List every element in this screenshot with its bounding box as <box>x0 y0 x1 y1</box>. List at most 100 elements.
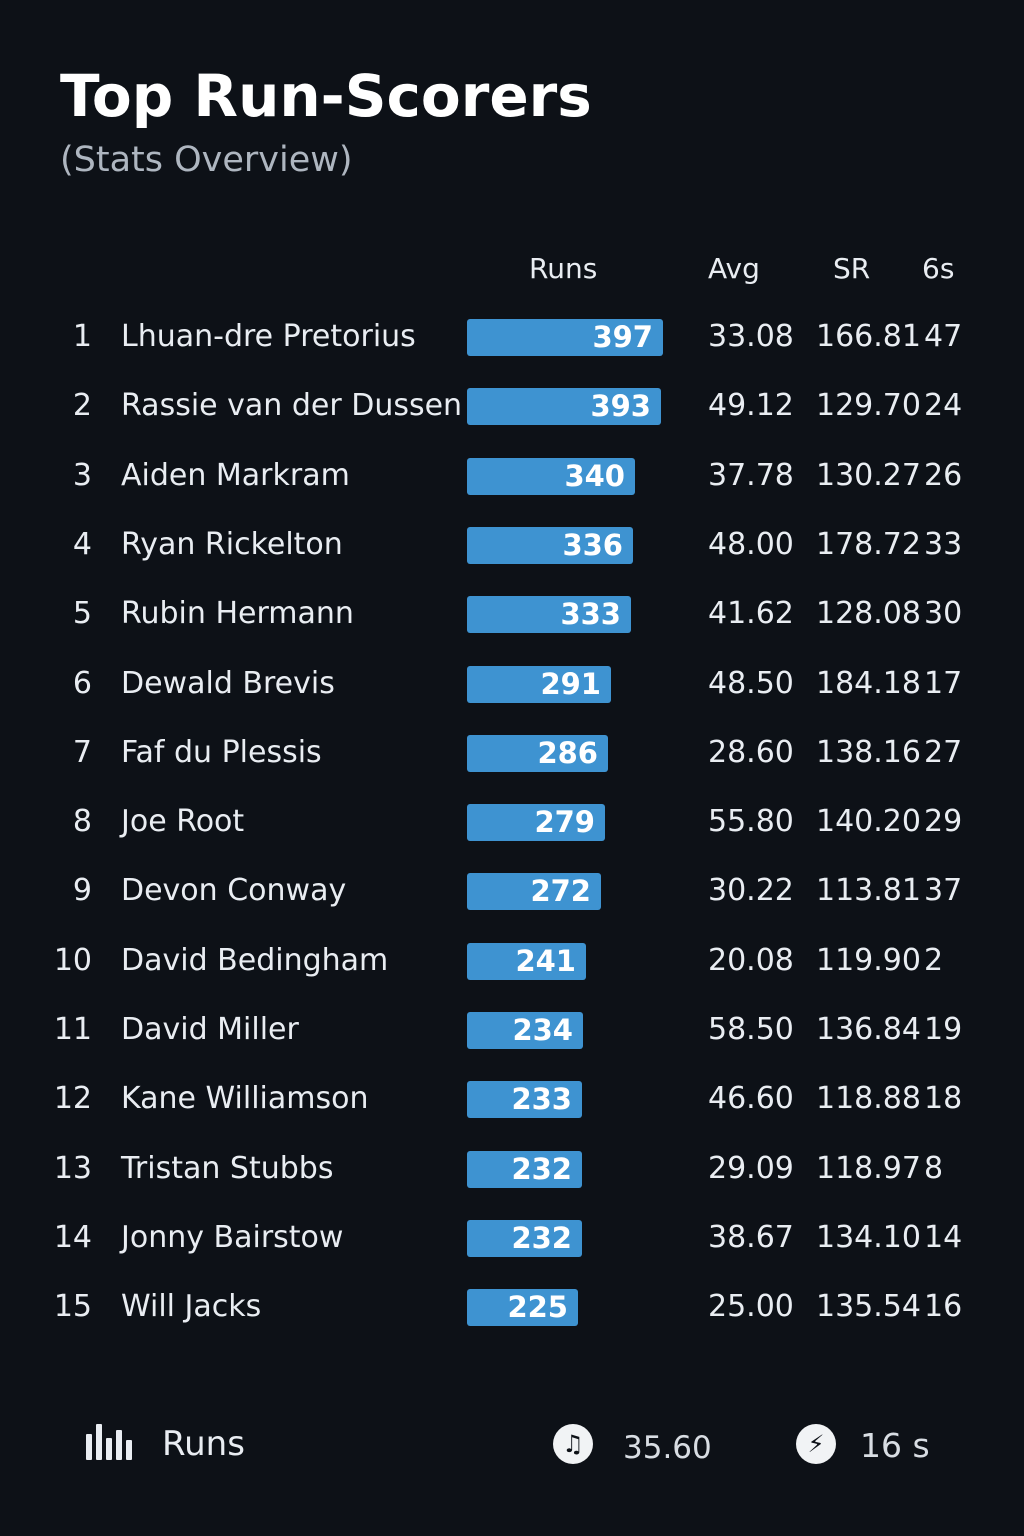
player-avg: 41.62 <box>708 596 794 632</box>
player-rank: 13 <box>53 1150 92 1186</box>
footer-sixes-value: 16 s <box>860 1426 930 1465</box>
player-avg: 29.09 <box>708 1150 794 1186</box>
player-rank: 2 <box>72 388 92 424</box>
player-name[interactable]: Rassie van der Dussen <box>121 388 463 424</box>
player-avg: 20.08 <box>708 942 794 978</box>
player-name[interactable]: Joe Root <box>121 804 245 840</box>
player-avg: 49.12 <box>708 388 794 424</box>
table-row[interactable]: 15 Will Jacks 225 25.00 135.54 16 <box>0 1287 1024 1327</box>
player-strike-rate: 118.88 <box>816 1081 921 1117</box>
player-name[interactable]: Ryan Rickelton <box>121 526 343 562</box>
table-row[interactable]: 1 Lhuan-dre Pretorius 397 33.08 166.81 47 <box>0 317 1024 357</box>
runs-bar: 336 <box>467 526 633 564</box>
player-rank: 5 <box>72 596 92 632</box>
player-name[interactable]: David Bedingham <box>121 942 389 978</box>
runs-value: 286 <box>537 735 598 770</box>
page-title: Top Run-Scorers <box>60 62 592 130</box>
table-row[interactable]: 6 Dewald Brevis 291 48.50 184.18 17 <box>0 664 1024 704</box>
player-rank: 12 <box>53 1081 92 1117</box>
player-rank: 4 <box>72 526 92 562</box>
page-subtitle: (Stats Overview) <box>60 140 353 180</box>
column-header-sr[interactable]: SR <box>833 252 871 285</box>
player-sixes: 2 <box>924 942 944 978</box>
table-row[interactable]: 4 Ryan Rickelton 336 48.00 178.72 33 <box>0 525 1024 565</box>
player-strike-rate: 136.84 <box>816 1012 921 1047</box>
player-name[interactable]: David Miller <box>121 1012 299 1047</box>
player-sixes: 47 <box>924 319 963 354</box>
player-sixes: 30 <box>924 596 963 632</box>
table-row[interactable]: 9 Devon Conway 272 30.22 113.81 37 <box>0 871 1024 911</box>
player-strike-rate: 113.81 <box>816 873 921 909</box>
player-strike-rate: 138.16 <box>816 734 921 770</box>
runs-value: 279 <box>534 805 595 840</box>
table-row[interactable]: 11 David Miller 234 58.50 136.84 19 <box>0 1010 1024 1050</box>
table-row[interactable]: 8 Joe Root 279 55.80 140.20 29 <box>0 802 1024 842</box>
player-rank: 10 <box>53 942 92 978</box>
player-strike-rate: 140.20 <box>816 804 921 840</box>
runs-value: 232 <box>511 1220 572 1255</box>
runs-value: 397 <box>592 320 653 354</box>
player-strike-rate: 184.18 <box>816 665 921 701</box>
runs-bar: 291 <box>467 665 611 703</box>
player-rank: 9 <box>72 873 92 909</box>
player-sixes: 33 <box>924 526 963 562</box>
player-sixes: 37 <box>924 873 963 909</box>
player-strike-rate: 129.70 <box>816 388 921 424</box>
runs-value: 393 <box>590 389 651 424</box>
player-sixes: 14 <box>924 1219 963 1255</box>
column-header-avg[interactable]: Avg <box>708 252 760 285</box>
player-name[interactable]: Faf du Plessis <box>121 734 322 770</box>
runs-bar: 340 <box>467 457 635 495</box>
runs-value: 232 <box>511 1151 572 1186</box>
runs-value: 336 <box>562 527 623 562</box>
runs-bar: 233 <box>467 1081 582 1119</box>
runs-value: 241 <box>515 943 576 978</box>
player-avg: 46.60 <box>708 1081 794 1117</box>
player-avg: 58.50 <box>708 1012 794 1047</box>
player-name[interactable]: Devon Conway <box>121 873 347 909</box>
runs-bar: 286 <box>467 734 608 772</box>
player-sixes: 8 <box>924 1150 944 1186</box>
player-name[interactable]: Dewald Brevis <box>121 665 335 701</box>
table-row[interactable]: 3 Aiden Markram 340 37.78 130.27 26 <box>0 456 1024 496</box>
table-row[interactable]: 13 Tristan Stubbs 232 29.09 118.97 8 <box>0 1149 1024 1189</box>
table-row[interactable]: 12 Kane Williamson 233 46.60 118.88 18 <box>0 1079 1024 1119</box>
footer-summary: Runs ♫ 35.60 ⚡ 16 s <box>0 1420 1024 1480</box>
player-name[interactable]: Kane Williamson <box>121 1081 369 1117</box>
player-name[interactable]: Will Jacks <box>121 1289 262 1325</box>
table-row[interactable]: 5 Rubin Hermann 333 41.62 128.08 30 <box>0 594 1024 634</box>
player-sixes: 27 <box>924 734 963 770</box>
player-sixes: 18 <box>924 1081 963 1117</box>
player-rank: 11 <box>53 1012 92 1047</box>
player-rank: 15 <box>53 1289 92 1325</box>
table-row[interactable]: 14 Jonny Bairstow 232 38.67 134.10 14 <box>0 1218 1024 1258</box>
runs-bar: 333 <box>467 596 631 634</box>
table-row[interactable]: 2 Rassie van der Dussen 393 49.12 129.70 24 <box>0 386 1024 426</box>
bar-chart-icon[interactable] <box>86 1424 132 1460</box>
footer-avg-value: 35.60 <box>623 1430 712 1466</box>
player-avg: 25.00 <box>708 1289 794 1325</box>
runs-bar: 279 <box>467 804 605 842</box>
player-name[interactable]: Aiden Markram <box>121 457 350 493</box>
runs-bar: 225 <box>467 1289 578 1327</box>
runs-value: 233 <box>511 1082 572 1117</box>
player-sixes: 29 <box>924 804 963 840</box>
column-header-runs[interactable]: Runs <box>529 252 598 285</box>
player-name[interactable]: Jonny Bairstow <box>121 1219 344 1255</box>
table-row[interactable]: 7 Faf du Plessis 286 28.60 138.16 27 <box>0 733 1024 773</box>
music-note-icon[interactable]: ♫ <box>553 1424 593 1464</box>
runs-bar: 232 <box>467 1150 582 1188</box>
player-name[interactable]: Rubin Hermann <box>121 596 354 632</box>
player-name[interactable]: Lhuan-dre Pretorius <box>121 319 416 354</box>
player-avg: 33.08 <box>708 319 794 354</box>
runs-bar: 234 <box>467 1012 583 1049</box>
footer-runs-label[interactable]: Runs <box>162 1424 245 1464</box>
runs-value: 340 <box>564 458 625 493</box>
player-name[interactable]: Tristan Stubbs <box>121 1150 334 1186</box>
player-strike-rate: 135.54 <box>816 1289 921 1325</box>
player-strike-rate: 128.08 <box>816 596 921 632</box>
player-sixes: 17 <box>924 665 963 701</box>
cricket-ball-icon[interactable]: ⚡ <box>796 1424 836 1464</box>
column-header-sixes[interactable]: 6s <box>922 252 955 285</box>
table-row[interactable]: 10 David Bedingham 241 20.08 119.90 2 <box>0 941 1024 981</box>
